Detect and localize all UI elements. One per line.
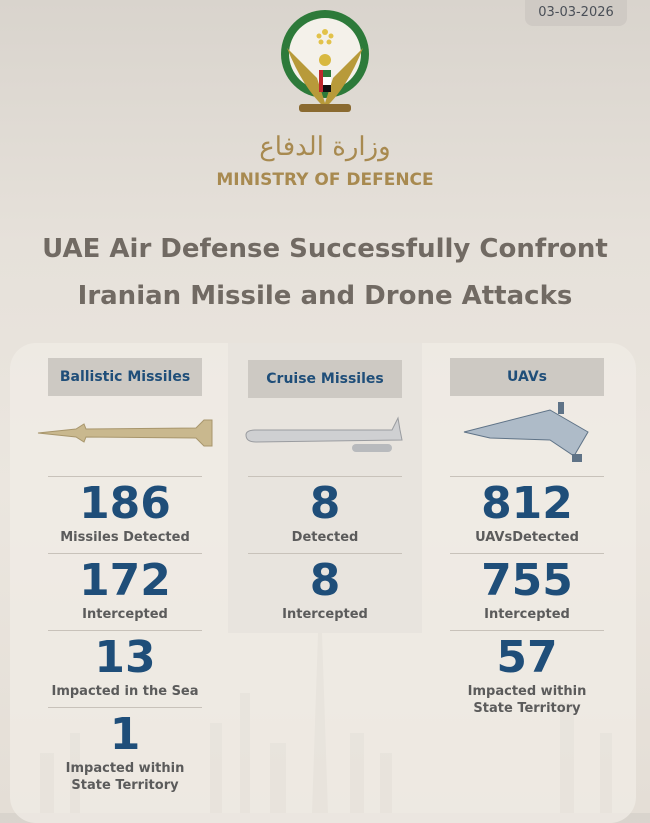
column-ballistic-missiles: Ballistic Missiles 186 Missiles Detected … [37, 358, 213, 793]
stat-label: Impacted within State Territory [65, 761, 185, 793]
drone-image [450, 396, 604, 476]
ministry-emblem-logo [281, 10, 369, 112]
stat-value: 1 [109, 709, 141, 760]
stat-label: Intercepted [82, 607, 168, 622]
stat-label: Missiles Detected [60, 530, 190, 545]
stat-value: 812 [481, 478, 573, 529]
stat-label: UAVsDetected [475, 530, 579, 545]
stat-label: Detected [291, 530, 359, 545]
ministry-name-arabic: وزارة الدفاع [259, 132, 391, 162]
title-line-1: UAE Air Defense Successfully Confront [42, 234, 608, 264]
ministry-name-english: MINISTRY OF DEFENCE [216, 170, 434, 190]
cruise-missile-image [245, 398, 403, 476]
stat-item: 8 Intercepted [248, 553, 402, 630]
column-uavs: UAVs 812 UAVsDetected 755 Intercepted 57 Im… [450, 358, 604, 716]
stat-item: 57 Impacted within State Territory [450, 630, 604, 716]
stat-value: 8 [309, 555, 341, 606]
title-line-2: Iranian Missile and Drone Attacks [77, 281, 573, 311]
stat-item: 172 Intercepted [48, 553, 202, 630]
date-badge: 03-03-2026 [525, 0, 627, 26]
stat-item: 755 Intercepted [450, 553, 604, 630]
stat-label: Intercepted [282, 607, 368, 622]
stat-item: 8 Detected [248, 476, 402, 553]
stat-value: 755 [481, 555, 573, 606]
stat-label: Intercepted [484, 607, 570, 622]
stat-value: 172 [79, 555, 171, 606]
column-header: Cruise Missiles [248, 360, 402, 398]
stat-value: 13 [94, 632, 156, 683]
stat-item: 1 Impacted within State Territory [48, 707, 202, 793]
stat-label: Impacted in the Sea [51, 684, 199, 699]
ballistic-missile-image [37, 396, 213, 476]
column-header: Ballistic Missiles [48, 358, 202, 396]
stat-item: 186 Missiles Detected [48, 476, 202, 553]
stat-value: 186 [79, 478, 171, 529]
stat-value: 8 [309, 478, 341, 529]
stat-label: Impacted within State Territory [467, 684, 587, 716]
stat-value: 57 [496, 632, 558, 683]
column-cruise-missiles: Cruise Missiles 8 Detected 8 Intercepted [245, 360, 403, 630]
stat-item: 812 UAVsDetected [450, 476, 604, 553]
page-title: UAE Air Defense Successfully Confront Ir… [0, 226, 650, 320]
stat-item: 13 Impacted in the Sea [48, 630, 202, 707]
column-header: UAVs [450, 358, 604, 396]
